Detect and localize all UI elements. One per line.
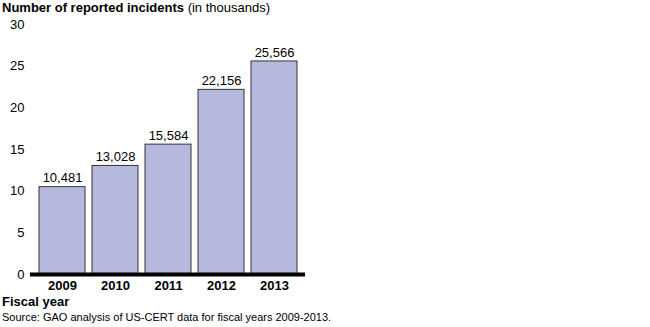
svg-text:15,584: 15,584 <box>149 128 189 143</box>
svg-text:25,566: 25,566 <box>255 45 295 60</box>
svg-text:10,481: 10,481 <box>43 170 83 185</box>
svg-text:13,028: 13,028 <box>96 149 136 164</box>
svg-text:2010: 2010 <box>101 278 130 293</box>
svg-text:15: 15 <box>10 142 24 157</box>
svg-text:22,156: 22,156 <box>202 73 242 88</box>
svg-text:20: 20 <box>10 100 24 115</box>
html-text:Number of reported incidents (: Number of reported incidents (in thousan… <box>2 0 270 15</box>
svg-text:2011: 2011 <box>154 278 182 293</box>
svg-text:2013: 2013 <box>260 278 289 293</box>
html-text:Source: GAO analysis of US-CER: Source: GAO analysis of US-CERT data for… <box>2 311 332 323</box>
svg-text:5: 5 <box>17 225 24 240</box>
svg-text:10: 10 <box>10 183 24 198</box>
svg-text:30: 30 <box>10 17 24 32</box>
svg-text:2009: 2009 <box>48 278 77 293</box>
html-text:Fiscal year: Fiscal year <box>2 294 70 309</box>
svg-text:2012: 2012 <box>207 278 236 293</box>
svg-text:0: 0 <box>17 267 24 282</box>
svg-text:25: 25 <box>10 58 24 73</box>
